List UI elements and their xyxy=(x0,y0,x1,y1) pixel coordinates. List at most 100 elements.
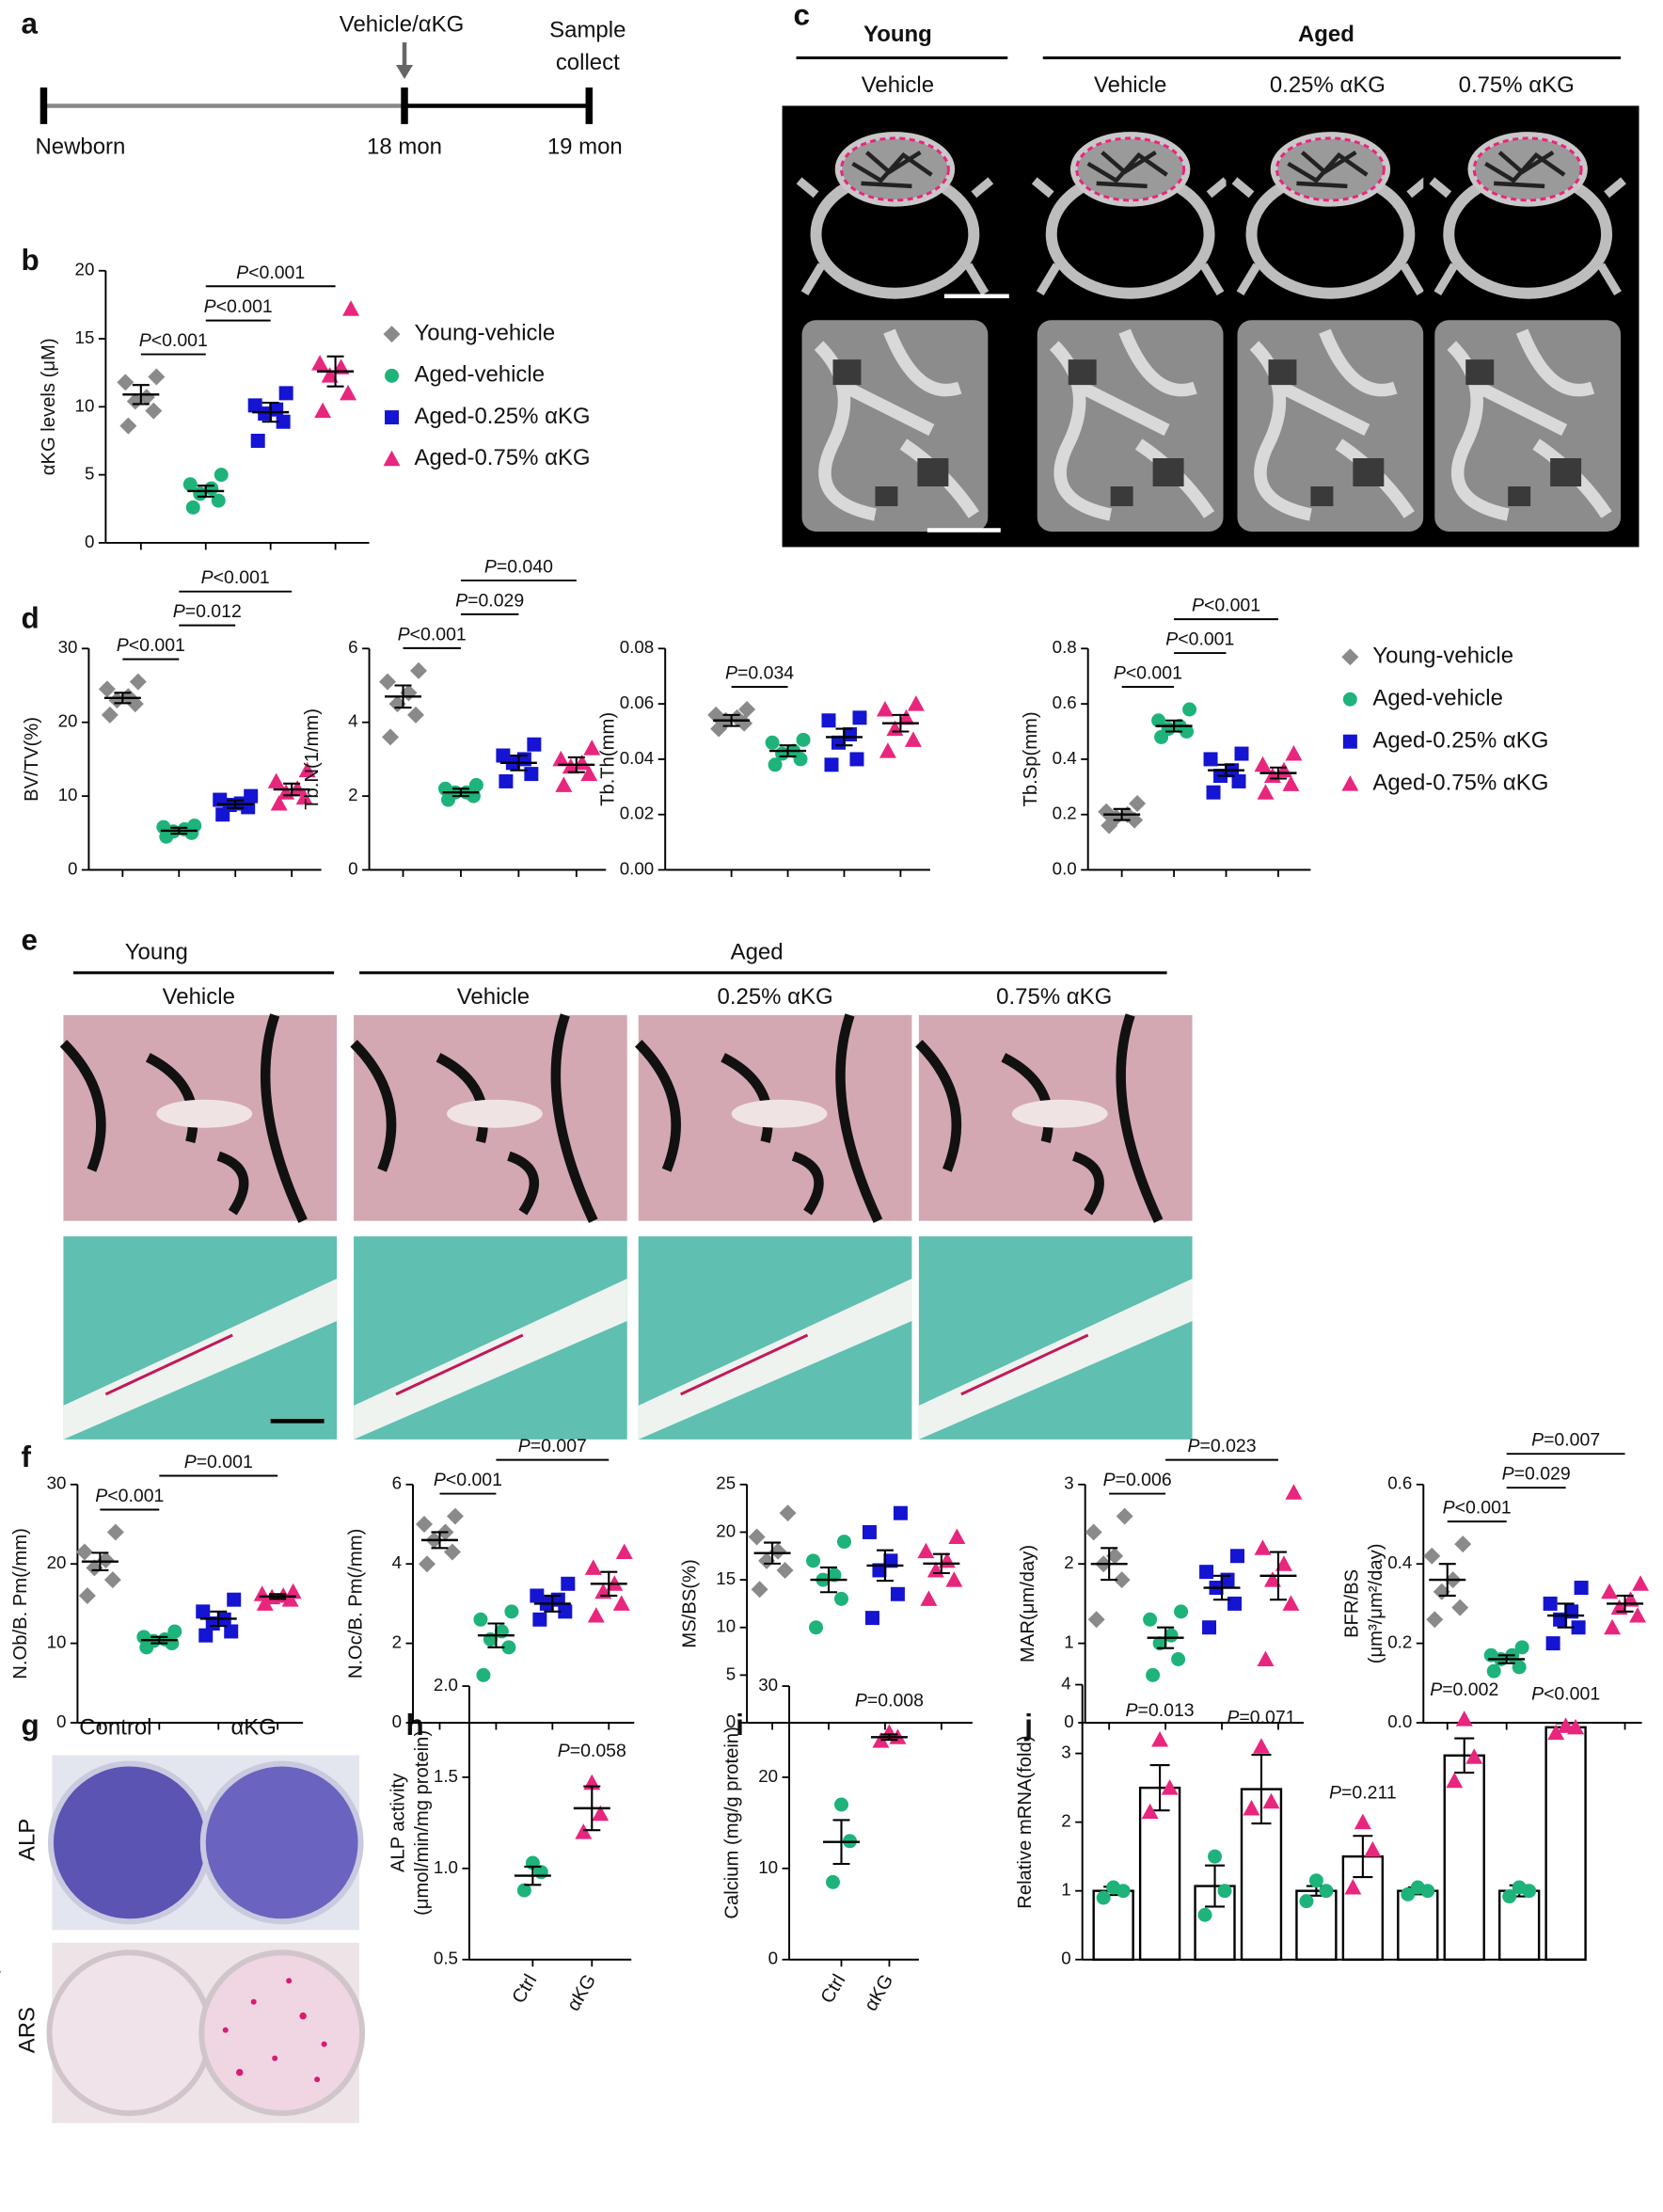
micro-ct-3d xyxy=(1026,303,1235,543)
point xyxy=(592,1805,610,1822)
y-tick-label: 0.8 xyxy=(1053,637,1077,657)
collection-label: collect xyxy=(556,50,620,75)
y-tick-label: 6 xyxy=(348,637,357,657)
y-tick-label: 10 xyxy=(758,1857,778,1877)
y-tick-label: 0.2 xyxy=(1387,1632,1412,1652)
point xyxy=(1446,1772,1464,1789)
error-bar xyxy=(394,684,412,709)
point xyxy=(862,1524,877,1539)
error-bar xyxy=(820,1566,837,1594)
y-tick-label: 30 xyxy=(58,637,78,657)
panel-label: d xyxy=(21,602,39,635)
point xyxy=(1254,1539,1272,1555)
x-tick-label: Sp7 xyxy=(0,1968,1,1989)
point xyxy=(710,720,728,738)
y-tick-label: 0.00 xyxy=(620,858,654,878)
p-value: P<0.001 xyxy=(1192,596,1260,616)
point xyxy=(205,1616,220,1631)
point xyxy=(748,1528,766,1546)
point xyxy=(1299,1894,1314,1909)
point xyxy=(284,1583,302,1599)
point xyxy=(311,355,329,371)
column-label: αKG xyxy=(230,1714,277,1740)
point xyxy=(1231,773,1246,788)
point xyxy=(1161,1779,1179,1795)
point xyxy=(1171,1651,1186,1666)
point xyxy=(1354,1813,1371,1830)
point xyxy=(211,493,226,508)
histology-image xyxy=(919,1015,1193,1221)
point xyxy=(1257,1650,1275,1666)
error-bar xyxy=(876,1549,894,1583)
point xyxy=(1141,1803,1159,1820)
y-tick-label: 2.0 xyxy=(434,1675,458,1695)
point xyxy=(1234,746,1249,761)
point xyxy=(1601,1583,1619,1599)
point xyxy=(379,673,397,691)
error-bar xyxy=(91,1552,109,1572)
legend-label: Young-vehicle xyxy=(415,321,556,346)
point xyxy=(1085,1523,1102,1541)
row-label: ALP xyxy=(14,1819,40,1861)
y-axis-label: BFR/BS xyxy=(1342,1569,1363,1638)
point xyxy=(827,1567,842,1583)
point xyxy=(418,1555,436,1573)
point xyxy=(119,417,137,435)
point xyxy=(1465,1748,1483,1764)
group-label: Aged xyxy=(1298,22,1354,47)
point xyxy=(1146,1667,1161,1682)
y-tick-label: 10 xyxy=(47,1632,67,1652)
error-bar xyxy=(1251,1754,1272,1825)
p-value: P=0.023 xyxy=(1187,1436,1256,1456)
point xyxy=(281,1591,299,1607)
error-bar xyxy=(269,1593,287,1600)
error-bar xyxy=(764,1541,782,1565)
micro-ct-3d xyxy=(1423,303,1632,543)
well xyxy=(47,1760,212,1925)
p-value: P<0.001 xyxy=(204,296,273,317)
point xyxy=(806,1553,821,1568)
p-value: P=0.012 xyxy=(173,601,242,622)
error-bar xyxy=(1269,766,1287,780)
condition-label: Vehicle xyxy=(862,72,934,98)
point xyxy=(106,1523,124,1541)
point xyxy=(809,1620,824,1635)
point xyxy=(1557,1717,1575,1733)
error-bar xyxy=(451,788,469,798)
y-tick-label: 5 xyxy=(726,1663,736,1683)
point xyxy=(1629,1607,1647,1623)
condition-label: 0.25% αKG xyxy=(1270,72,1386,98)
y-tick-label: 30 xyxy=(758,1675,778,1695)
point xyxy=(583,740,601,756)
p-value: P<0.001 xyxy=(1443,1498,1512,1519)
point xyxy=(575,1823,593,1839)
y-axis-label: Relative mRNA(fold) xyxy=(1015,1736,1036,1909)
micro-ct-section xyxy=(1423,110,1632,308)
legend-marker xyxy=(1342,734,1357,749)
point xyxy=(1199,1565,1214,1580)
y-axis-label: αKG levels (μM) xyxy=(39,338,59,475)
error-bar xyxy=(1157,1626,1175,1649)
arrow-head xyxy=(396,65,414,79)
point xyxy=(1096,1890,1111,1905)
y-tick-label: 10 xyxy=(716,1616,736,1636)
error-bar xyxy=(1497,1654,1515,1664)
point xyxy=(1106,1880,1121,1895)
error-bar xyxy=(835,727,853,747)
error-bar xyxy=(892,713,910,733)
error-bar xyxy=(544,1594,562,1613)
y-axis-label: MAR(μm/day) xyxy=(1018,1545,1038,1663)
point xyxy=(1164,1628,1179,1643)
point xyxy=(1203,752,1218,767)
point xyxy=(1451,1599,1469,1616)
point xyxy=(196,1604,211,1619)
y-tick-label: 2 xyxy=(1064,1552,1073,1572)
error-bar xyxy=(510,754,528,772)
point xyxy=(250,433,265,448)
point xyxy=(758,1552,776,1569)
point xyxy=(501,1640,516,1655)
p-value: P=0.008 xyxy=(855,1691,924,1711)
micro-ct-section xyxy=(1227,110,1435,308)
point xyxy=(476,1667,491,1682)
point xyxy=(244,788,259,804)
